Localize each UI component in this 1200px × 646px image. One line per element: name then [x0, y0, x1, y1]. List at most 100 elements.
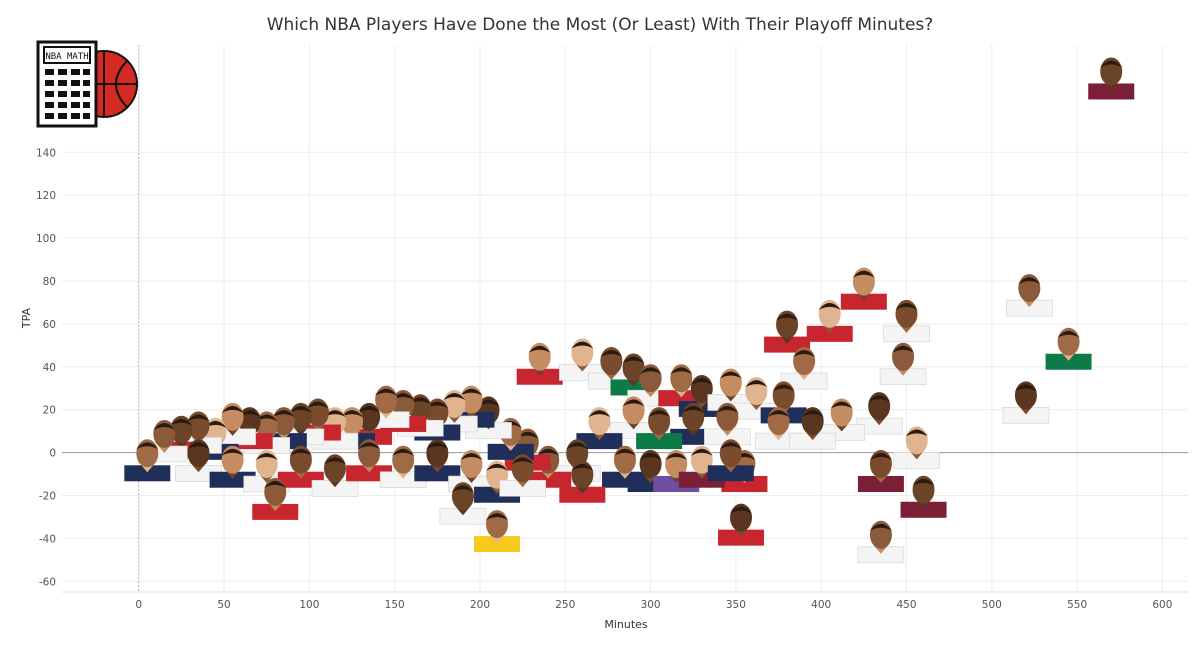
x-tick-label: 600 [1152, 599, 1172, 611]
x-axis-label: Minutes [604, 618, 648, 631]
hair-shape [486, 513, 509, 521]
x-tick-label: 450 [896, 599, 916, 611]
player-headshot-point [806, 299, 853, 342]
hair-shape [426, 401, 449, 409]
neck-shape [260, 476, 273, 484]
neck-shape [542, 471, 555, 479]
hair-shape [801, 410, 824, 418]
x-tick-label: 350 [726, 599, 746, 611]
hair-shape [869, 453, 892, 461]
neck-shape [627, 379, 640, 387]
hair-shape [868, 395, 891, 403]
x-tick-label: 50 [217, 599, 230, 611]
y-tick-label: 120 [36, 190, 56, 202]
hair-shape [869, 523, 892, 531]
y-axis-label: TPA [20, 307, 33, 329]
hair-shape [1100, 60, 1123, 68]
hair-shape [622, 399, 645, 407]
hair-shape [426, 442, 449, 450]
neck-shape [363, 428, 376, 436]
neck-shape [465, 476, 478, 484]
neck-shape [806, 433, 819, 441]
player-headshot-point [439, 482, 487, 525]
hair-shape [670, 367, 693, 375]
neck-shape [619, 471, 631, 479]
jersey-shape [840, 293, 887, 310]
hair-shape [772, 384, 795, 392]
x-tick-label: 550 [1067, 599, 1087, 611]
neck-shape [687, 428, 700, 436]
hair-shape [1018, 277, 1041, 285]
hair-shape [528, 345, 551, 353]
player-headshot-point [499, 454, 546, 497]
hair-shape [451, 485, 474, 493]
player-headshot-point [414, 439, 461, 482]
neck-shape [465, 411, 478, 419]
hair-shape [136, 442, 159, 450]
player-headshot-point [707, 439, 754, 482]
y-tick-label: 60 [43, 319, 56, 331]
jersey-shape [764, 336, 811, 353]
neck-shape [380, 411, 393, 419]
neck-shape [431, 465, 444, 473]
y-tick-label: -60 [39, 576, 56, 588]
neck-shape [627, 422, 640, 430]
hair-shape [153, 422, 176, 430]
jersey-shape [636, 433, 683, 450]
hair-shape [187, 414, 210, 422]
hair-shape [392, 448, 415, 456]
player-headshot-point [636, 407, 683, 450]
x-tick-label: 150 [385, 599, 405, 611]
neck-shape [491, 536, 504, 544]
calculator-basketball-icon: NBA MATH [36, 40, 138, 128]
neck-shape [226, 428, 239, 436]
y-tick-label: 20 [43, 405, 56, 417]
neck-shape [857, 293, 870, 301]
hair-shape [392, 392, 415, 400]
player-headshot-point [764, 310, 811, 353]
nba-math-logo: NBA MATH [36, 40, 140, 130]
neck-shape [456, 508, 469, 516]
hair-shape [272, 410, 295, 418]
hair-shape [682, 405, 705, 413]
hair-shape [895, 302, 918, 310]
neck-shape [1105, 83, 1118, 91]
neck-shape [1023, 300, 1036, 308]
neck-shape [328, 480, 341, 488]
x-tick-label: 100 [299, 599, 319, 611]
neck-shape [735, 529, 748, 537]
hair-shape [614, 448, 636, 456]
hair-shape [600, 350, 623, 358]
hair-shape [255, 414, 278, 422]
axes: 0 50 100 150 200 250 300 350 400 450 500 550 600-60-… [36, 45, 1188, 611]
neck-shape [141, 465, 154, 473]
neck-shape [175, 441, 188, 449]
hair-shape [892, 345, 915, 353]
player-headshot-point [576, 407, 623, 450]
neck-shape [675, 390, 688, 398]
hair-shape [830, 401, 853, 409]
hair-shape [690, 377, 713, 385]
hair-shape [221, 405, 244, 413]
neck-shape [917, 501, 930, 509]
player-headshot-point [124, 439, 171, 482]
neck-shape [910, 452, 923, 460]
chart-title: Which NBA Players Have Done the Most (Or… [266, 15, 934, 35]
neck-shape [874, 546, 887, 554]
jersey-shape [576, 433, 623, 450]
hair-shape [204, 420, 227, 428]
hair-shape [767, 410, 790, 418]
jersey-shape [1045, 353, 1092, 370]
hair-shape [516, 431, 539, 439]
hair-shape [571, 341, 594, 349]
hair-shape [187, 442, 210, 450]
logo-screen-text: NBA MATH [45, 52, 88, 62]
neck-shape [363, 465, 376, 473]
neck-shape [448, 415, 461, 423]
grid-lines [62, 45, 1188, 592]
player-headshot-point [789, 407, 836, 450]
player-headshot-point [857, 450, 904, 493]
neck-shape [294, 428, 307, 436]
player-headshot-point [559, 460, 606, 503]
